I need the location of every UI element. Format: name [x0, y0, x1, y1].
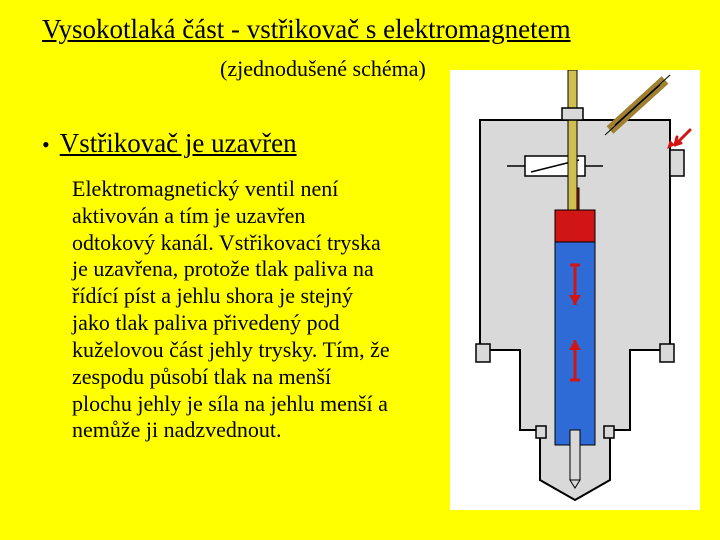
bullet-dot: • [42, 134, 50, 156]
page-title: Vysokotlaká část - vstřikovač s elektrom… [42, 14, 571, 45]
section-heading: Vstřikovač je uzavřen [60, 128, 297, 159]
page-subtitle: (zjednodušené schéma) [220, 56, 426, 82]
injector-diagram [450, 70, 700, 510]
body-paragraph: Elektromagnetický ventil není aktivován … [72, 176, 392, 444]
bullet-row: • Vstřikovač je uzavřen [42, 128, 297, 159]
